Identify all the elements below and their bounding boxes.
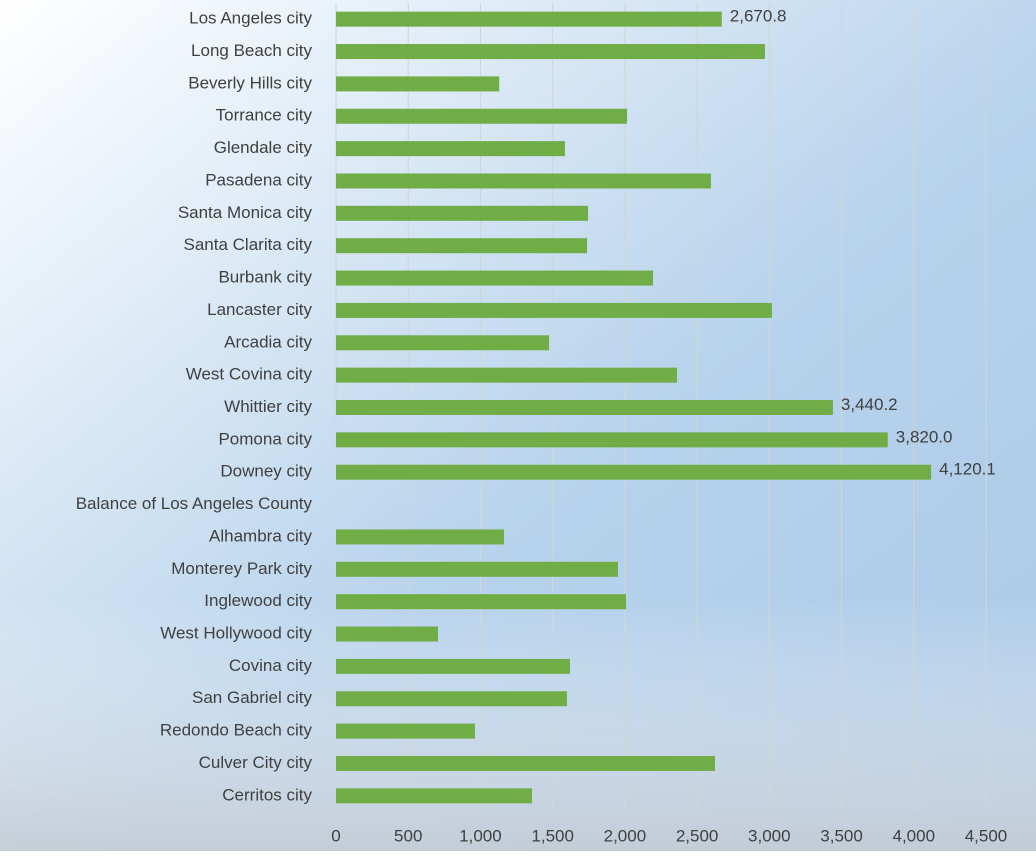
y-tick-label: Pasadena city — [205, 170, 312, 189]
y-tick-label: Torrance city — [216, 106, 313, 125]
bar — [336, 432, 888, 448]
y-tick-label: Downey city — [220, 462, 312, 481]
y-tick-label: Beverly Hills city — [188, 73, 312, 92]
y-tick-label: Arcadia city — [224, 332, 312, 351]
x-tick-label: 2,000 — [604, 826, 647, 845]
x-tick-label: 3,500 — [820, 826, 863, 845]
bar — [336, 788, 533, 804]
bar — [336, 658, 570, 674]
y-tick-label: Lancaster city — [207, 300, 312, 319]
bar — [336, 529, 504, 545]
data-label: 2,670.8 — [730, 7, 787, 26]
data-label: 3,820.0 — [896, 427, 953, 446]
y-tick-label: Los Angeles city — [189, 9, 312, 28]
y-tick-label: Inglewood city — [204, 591, 312, 610]
y-tick-label: Santa Monica city — [178, 203, 313, 222]
bar — [336, 141, 565, 157]
x-tick-label: 1,000 — [459, 826, 502, 845]
y-tick-label: Glendale city — [214, 138, 313, 157]
bar — [336, 691, 567, 707]
y-tick-label: Monterey Park city — [171, 559, 312, 578]
y-tick-label: Cerritos city — [222, 785, 312, 804]
y-tick-label: Pomona city — [218, 429, 312, 448]
bar — [336, 44, 765, 60]
y-tick-label: Covina city — [229, 656, 313, 675]
y-tick-label: Whittier city — [224, 397, 312, 416]
y-tick-label: Alhambra city — [209, 526, 312, 545]
bar — [336, 594, 627, 610]
bar — [336, 270, 654, 286]
x-tick-label: 3,000 — [748, 826, 791, 845]
bar — [336, 238, 588, 254]
bar — [336, 11, 722, 27]
x-tick-label: 2,500 — [676, 826, 719, 845]
bar — [336, 561, 618, 577]
x-tick-label: 0 — [331, 826, 340, 845]
bar — [336, 173, 711, 189]
data-label: 4,120.1 — [939, 460, 996, 479]
y-tick-label: San Gabriel city — [192, 688, 312, 707]
y-tick-label: Culver City city — [199, 753, 313, 772]
bar — [336, 108, 628, 124]
bar — [336, 400, 833, 415]
x-tick-label: 1,500 — [531, 826, 574, 845]
y-tick-label: Redondo Beach city — [160, 721, 313, 740]
bar — [336, 755, 716, 771]
x-tick-label: 4,500 — [965, 826, 1008, 845]
y-tick-label: Burbank city — [218, 268, 312, 287]
bar — [336, 76, 500, 92]
data-label: 3,440.2 — [841, 395, 898, 414]
bar — [336, 464, 932, 480]
bar — [336, 626, 438, 642]
y-tick-label: Balance of Los Angeles County — [76, 494, 313, 513]
bar — [336, 335, 550, 351]
bar — [336, 367, 678, 383]
y-tick-label: Santa Clarita city — [184, 235, 313, 254]
x-tick-label: 4,000 — [893, 826, 936, 845]
bar — [336, 723, 475, 739]
bar — [336, 302, 772, 318]
y-tick-label: West Hollywood city — [160, 624, 312, 643]
y-tick-label: West Covina city — [186, 365, 313, 384]
y-tick-label: Long Beach city — [191, 41, 312, 60]
x-tick-label: 500 — [394, 826, 422, 845]
bar — [336, 205, 589, 221]
